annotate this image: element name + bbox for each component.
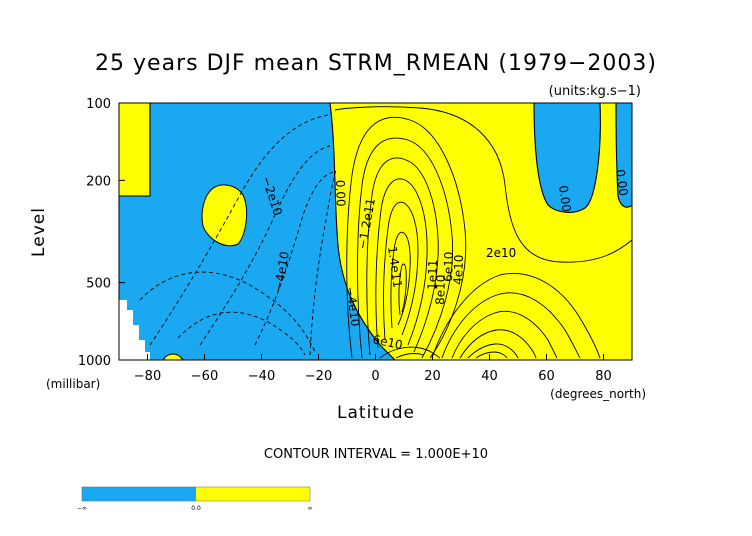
contour-pos-15 [379, 346, 441, 359]
chart-title: 25 years DJF mean STRM_RMEAN (1979−2003) [95, 51, 657, 76]
contour-pos-16 [395, 353, 425, 359]
negative-region-pole [616, 103, 632, 208]
contour-pos-11 [451, 310, 558, 359]
contour-label: 0.00 [613, 168, 631, 196]
contour-zero-pole [615, 103, 632, 208]
colorbar-label-max: ∞ [308, 505, 313, 512]
contour-pos-3 [366, 157, 439, 356]
contour-label: −4e10 [271, 250, 292, 292]
contour-zero-surface [162, 353, 184, 360]
y-tick-label: 500 [86, 277, 111, 292]
contour-label: 1e11 [425, 259, 440, 290]
negative-region-southern [119, 103, 395, 360]
contour-label: 6e10 [371, 332, 404, 352]
contour-pos-5 [383, 201, 419, 341]
contour-pos-10 [441, 292, 581, 359]
contour-neg-4 [139, 271, 316, 353]
contour-pos-8 [334, 106, 632, 263]
y-tick-label: 1000 [78, 354, 111, 369]
contour-pos-2 [357, 137, 454, 359]
x-tick-label: −80 [134, 369, 161, 384]
x-axis-label: Latitude [337, 403, 415, 423]
positive-contours [334, 106, 632, 359]
contour-label: −4e10 [343, 285, 362, 327]
contour-label: 8e10 [433, 274, 448, 305]
contour-pos-7 [398, 263, 407, 316]
contour-pos-14 [475, 351, 508, 359]
x-tick-label: 60 [538, 369, 555, 384]
contour-label: 2e10 [486, 246, 516, 260]
contour-zero-nh [533, 103, 601, 213]
contour-pos-4 [375, 178, 428, 349]
colorbar-frame [81, 486, 311, 502]
negative-contours [139, 114, 337, 356]
contour-label: 0.00 [556, 184, 574, 212]
y-axis-label: Level [29, 207, 49, 257]
colorbar-positive [196, 487, 310, 501]
x-tick-label: 40 [481, 369, 498, 384]
x-tick-label: −20 [305, 369, 332, 384]
x-tick-label: −40 [248, 369, 275, 384]
contour-label: 4e10 [451, 254, 466, 285]
contour-label: 0.00 [333, 180, 348, 207]
x-tick-label: 20 [424, 369, 441, 384]
units-label: (units:kg.s−1) [549, 84, 641, 99]
x-units-label: (degrees_north) [550, 387, 646, 401]
contour-zero-sh [119, 103, 151, 197]
y-tick-label: 200 [86, 174, 111, 189]
x-tick-label: −60 [191, 369, 218, 384]
contour-interval-text: CONTOUR INTERVAL = 1.000E+10 [264, 447, 488, 462]
contour-neg-2 [199, 145, 331, 346]
contour-label: 1.4e11 [385, 245, 405, 288]
y-axis: 100 200 500 1000 [78, 97, 125, 369]
x-axis: −80 −60 −40 −20 0 20 40 60 80 [134, 354, 612, 384]
contour-pos-6 [390, 231, 411, 329]
negative-region-northern [534, 103, 601, 213]
colorbar-label-min: −∞ [77, 505, 87, 512]
x-tick-label: 0 [371, 369, 379, 384]
zero-contours [119, 103, 632, 360]
colorbar-label-zero: 0.0 [191, 505, 201, 512]
contour-pos-13 [467, 343, 519, 359]
contour-labels: −2e10 −4e10 −4e10 0.00 −1.2e11 1.4e11 1e… [259, 168, 630, 352]
contour-neg-5 [177, 311, 306, 356]
contour-neg-3 [254, 171, 334, 346]
contour-label: 6e10 [441, 251, 456, 282]
contour-pos-1 [346, 116, 467, 359]
contour-pos-9 [431, 273, 601, 359]
contour-zero-main [329, 103, 396, 360]
colorbar: −∞ 0.0 ∞ [77, 486, 313, 512]
positive-island [201, 184, 248, 247]
colorbar-negative [82, 487, 196, 501]
contour-neg-1 [149, 114, 329, 346]
missing-data-corner [119, 300, 150, 360]
y-units-label: (millibar) [46, 377, 100, 391]
plot-area: −2e10 −4e10 −4e10 0.00 −1.2e11 1.4e11 1e… [119, 103, 632, 360]
contour-pos-12 [459, 329, 537, 359]
y-tick-label: 100 [86, 97, 111, 112]
x-tick-label: 80 [595, 369, 612, 384]
